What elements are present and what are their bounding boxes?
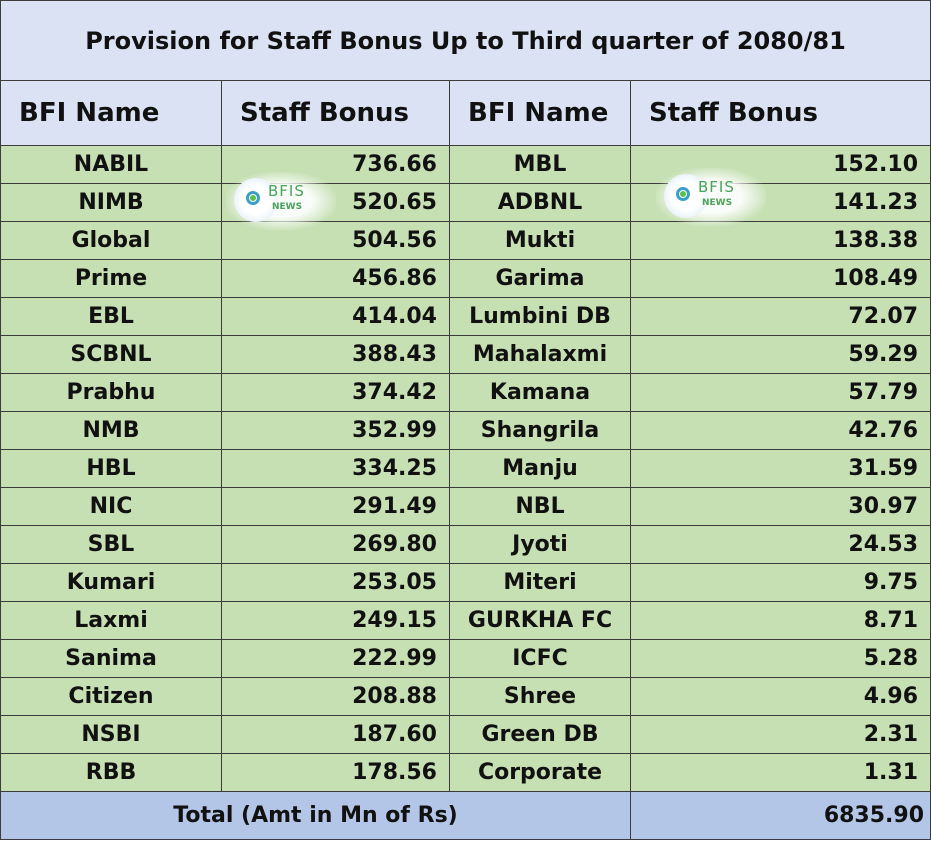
left-staff-bonus: 388.43 bbox=[221, 335, 450, 374]
left-staff-bonus: 456.86 bbox=[221, 259, 450, 298]
left-staff-bonus: 334.25 bbox=[221, 449, 450, 488]
right-bfi-name: ICFC bbox=[449, 639, 631, 678]
right-staff-bonus: 42.76 bbox=[629, 411, 932, 450]
right-bfi-name: NBL bbox=[449, 487, 631, 526]
left-bfi-name: EBL bbox=[0, 297, 222, 336]
left-staff-bonus: 208.88 bbox=[221, 677, 450, 716]
right-staff-bonus: 4.96 bbox=[629, 677, 932, 716]
bfis-news-logo-icon: BFIS NEWS bbox=[656, 168, 766, 226]
left-staff-bonus: 249.15 bbox=[221, 601, 450, 640]
total-label: Total (Amt in Mn of Rs) bbox=[0, 791, 631, 840]
table-title: Provision for Staff Bonus Up to Third qu… bbox=[0, 0, 932, 81]
right-bfi-name: GURKHA FC bbox=[449, 601, 631, 640]
title-row: Provision for Staff Bonus Up to Third qu… bbox=[0, 0, 932, 81]
left-bfi-name: Citizen bbox=[0, 677, 222, 716]
right-staff-bonus: 24.53 bbox=[629, 525, 932, 564]
total-amount: 6835.90 bbox=[629, 791, 932, 840]
right-bfi-name: Green DB bbox=[449, 715, 631, 754]
right-bfi-name: Kamana bbox=[449, 373, 631, 412]
right-staff-bonus: 9.75 bbox=[629, 563, 932, 602]
left-bfi-name: Kumari bbox=[0, 563, 222, 602]
right-staff-bonus: 1.31 bbox=[629, 753, 932, 792]
right-staff-bonus: 30.97 bbox=[629, 487, 932, 526]
right-staff-bonus: 141.23 bbox=[629, 183, 932, 222]
left-staff-bonus: 414.04 bbox=[221, 297, 450, 336]
right-staff-bonus: 2.31 bbox=[629, 715, 932, 754]
right-bfi-name: Mahalaxmi bbox=[449, 335, 631, 374]
header-staff-bonus-left: Staff Bonus bbox=[221, 80, 450, 146]
table-row: SBL 269.80 Jyoti 24.53 bbox=[0, 525, 932, 564]
table-row: EBL 414.04 Lumbini DB 72.07 bbox=[0, 297, 932, 336]
right-staff-bonus: 138.38 bbox=[629, 221, 932, 260]
table-row: Prabhu 374.42 Kamana 57.79 bbox=[0, 373, 932, 412]
left-bfi-name: Prime bbox=[0, 259, 222, 298]
watermark-subtext: NEWS bbox=[702, 198, 733, 208]
left-bfi-name: RBB bbox=[0, 753, 222, 792]
right-bfi-name: Manju bbox=[449, 449, 631, 488]
left-staff-bonus: 187.60 bbox=[221, 715, 450, 754]
right-staff-bonus: 59.29 bbox=[629, 335, 932, 374]
table-row: Global 504.56 Mukti 138.38 bbox=[0, 221, 932, 260]
right-staff-bonus: 57.79 bbox=[629, 373, 932, 412]
header-bfi-name-right: BFI Name bbox=[449, 80, 631, 146]
left-staff-bonus: 269.80 bbox=[221, 525, 450, 564]
left-bfi-name: Laxmi bbox=[0, 601, 222, 640]
table-row: RBB 178.56 Corporate 1.31 bbox=[0, 753, 932, 792]
watermark-text: BFIS bbox=[698, 178, 735, 196]
left-bfi-name: NABIL bbox=[0, 145, 222, 184]
left-staff-bonus: 253.05 bbox=[221, 563, 450, 602]
table-row: Sanima 222.99 ICFC 5.28 bbox=[0, 639, 932, 678]
right-staff-bonus: 108.49 bbox=[629, 259, 932, 298]
left-staff-bonus: 222.99 bbox=[221, 639, 450, 678]
right-bfi-name: Mukti bbox=[449, 221, 631, 260]
left-bfi-name: SBL bbox=[0, 525, 222, 564]
table-row: NABIL 736.66 MBL 152.10 bbox=[0, 145, 932, 184]
left-bfi-name: Sanima bbox=[0, 639, 222, 678]
table-row: Prime 456.86 Garima 108.49 bbox=[0, 259, 932, 298]
right-bfi-name: Lumbini DB bbox=[449, 297, 631, 336]
table-row: NIC 291.49 NBL 30.97 bbox=[0, 487, 932, 526]
right-staff-bonus: 5.28 bbox=[629, 639, 932, 678]
right-bfi-name: Garima bbox=[449, 259, 631, 298]
table-row: Laxmi 249.15 GURKHA FC 8.71 bbox=[0, 601, 932, 640]
total-row: Total (Amt in Mn of Rs) 6835.90 bbox=[0, 791, 932, 840]
right-bfi-name: Miteri bbox=[449, 563, 631, 602]
left-staff-bonus: 178.56 bbox=[221, 753, 450, 792]
left-staff-bonus: 352.99 bbox=[221, 411, 450, 450]
left-staff-bonus: 374.42 bbox=[221, 373, 450, 412]
watermark-subtext: NEWS bbox=[272, 202, 303, 212]
left-bfi-name: NMB bbox=[0, 411, 222, 450]
left-bfi-name: Global bbox=[0, 221, 222, 260]
right-bfi-name: Jyoti bbox=[449, 525, 631, 564]
right-staff-bonus: 31.59 bbox=[629, 449, 932, 488]
left-bfi-name: SCBNL bbox=[0, 335, 222, 374]
right-bfi-name: MBL bbox=[449, 145, 631, 184]
right-bfi-name: ADBNL bbox=[449, 183, 631, 222]
left-bfi-name: NIMB bbox=[0, 183, 222, 222]
right-staff-bonus: 72.07 bbox=[629, 297, 932, 336]
table-row: Citizen 208.88 Shree 4.96 bbox=[0, 677, 932, 716]
table-row: NMB 352.99 Shangrila 42.76 bbox=[0, 411, 932, 450]
left-bfi-name: HBL bbox=[0, 449, 222, 488]
bfis-news-logo-icon: BFIS NEWS bbox=[226, 172, 336, 230]
table-row: NIMB 520.65 ADBNL 141.23 bbox=[0, 183, 932, 222]
table-row: NSBI 187.60 Green DB 2.31 bbox=[0, 715, 932, 754]
right-bfi-name: Corporate bbox=[449, 753, 631, 792]
right-staff-bonus: 8.71 bbox=[629, 601, 932, 640]
header-staff-bonus-right: Staff Bonus bbox=[629, 80, 932, 146]
table-row: HBL 334.25 Manju 31.59 bbox=[0, 449, 932, 488]
table-row: SCBNL 388.43 Mahalaxmi 59.29 bbox=[0, 335, 932, 374]
left-staff-bonus: 291.49 bbox=[221, 487, 450, 526]
header-row: BFI Name Staff Bonus BFI Name Staff Bonu… bbox=[0, 80, 932, 146]
left-bfi-name: NSBI bbox=[0, 715, 222, 754]
right-bfi-name: Shree bbox=[449, 677, 631, 716]
watermark-text: BFIS bbox=[268, 182, 305, 200]
right-bfi-name: Shangrila bbox=[449, 411, 631, 450]
header-bfi-name-left: BFI Name bbox=[0, 80, 222, 146]
left-bfi-name: Prabhu bbox=[0, 373, 222, 412]
table-row: Kumari 253.05 Miteri 9.75 bbox=[0, 563, 932, 602]
left-bfi-name: NIC bbox=[0, 487, 222, 526]
